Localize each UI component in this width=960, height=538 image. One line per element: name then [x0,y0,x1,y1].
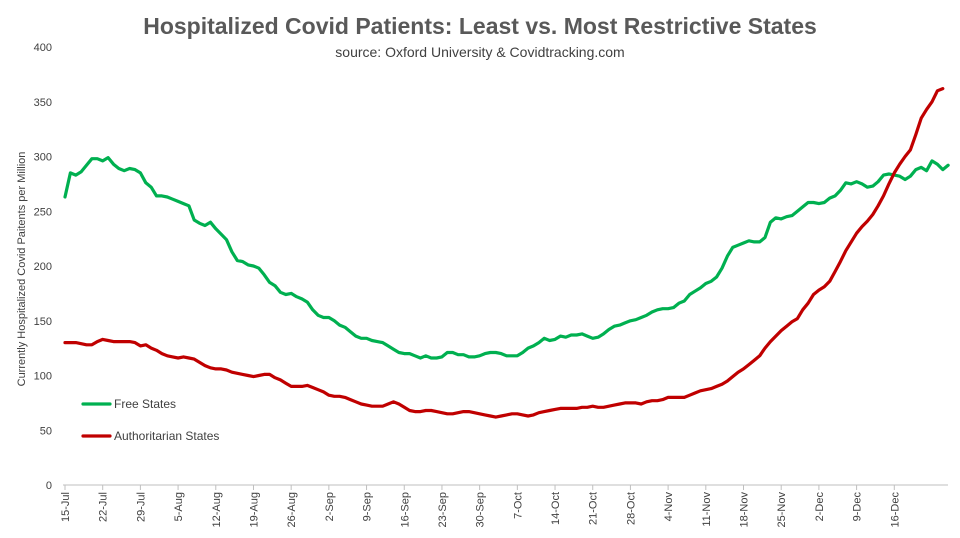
x-tick-label: 22-Jul [98,492,110,522]
x-tick-label: 4-Nov [663,492,675,522]
x-tick-label: 19-Aug [248,492,260,527]
x-axis: 15-Jul 22-Jul 29-Jul 5-Aug 12-Aug 19-Aug 26-Au… [60,484,948,528]
series-line-free-states [63,156,950,360]
legend-label-free-states: Free States [114,397,176,411]
y-tick-label: 100 [34,371,52,383]
x-tick-label: 2-Sep [324,492,336,521]
chart-subtitle: source: Oxford University & Covidtrackin… [335,44,624,60]
x-tick-label: 21-Oct [588,492,600,525]
legend-label-authoritarian-states: Authoritarian States [114,429,219,443]
y-tick-label: 0 [46,480,52,492]
x-tick-label: 25-Nov [776,492,788,528]
x-tick-label: 16-Sep [399,492,411,527]
x-tick-label: 7-Oct [512,492,524,519]
series-line-authoritarian-states [63,86,945,419]
y-tick-label: 350 [34,97,52,109]
x-tick-label: 16-Dec [889,492,901,528]
y-tick-label: 150 [34,316,52,328]
y-tick-label: 400 [34,42,52,54]
x-tick-label: 9-Dec [852,492,864,522]
x-tick-label: 11-Nov [701,492,713,527]
x-tick-label: 28-Oct [625,492,637,525]
y-tick-label: 300 [34,152,52,164]
x-tick-label: 12-Aug [211,492,223,527]
x-tick-label: 15-Jul [60,492,72,522]
x-tick-label: 14-Oct [550,492,562,525]
y-tick-label: 250 [34,206,52,218]
x-tick-label: 29-Jul [135,492,147,522]
y-tick-label: 50 [40,425,52,437]
y-axis-label: Currently Hospitalized Covid Paitents pe… [16,152,28,387]
legend: Free States Authoritarian States [81,397,219,443]
y-axis: 0 50 100 150 200 250 300 350 400 [34,42,52,492]
y-tick-label: 200 [34,261,52,273]
x-tick-label: 5-Aug [173,492,185,521]
x-tick-label: 18-Nov [739,492,751,528]
chart-title: Hospitalized Covid Patients: Least vs. M… [143,13,817,39]
x-tick-label: 9-Sep [362,492,374,521]
x-tick-label: 2-Dec [814,492,826,522]
x-tick-label: 23-Sep [437,492,449,527]
x-tick-label: 26-Aug [286,492,298,527]
x-tick-label: 30-Sep [475,492,487,527]
plot-area [63,86,950,419]
